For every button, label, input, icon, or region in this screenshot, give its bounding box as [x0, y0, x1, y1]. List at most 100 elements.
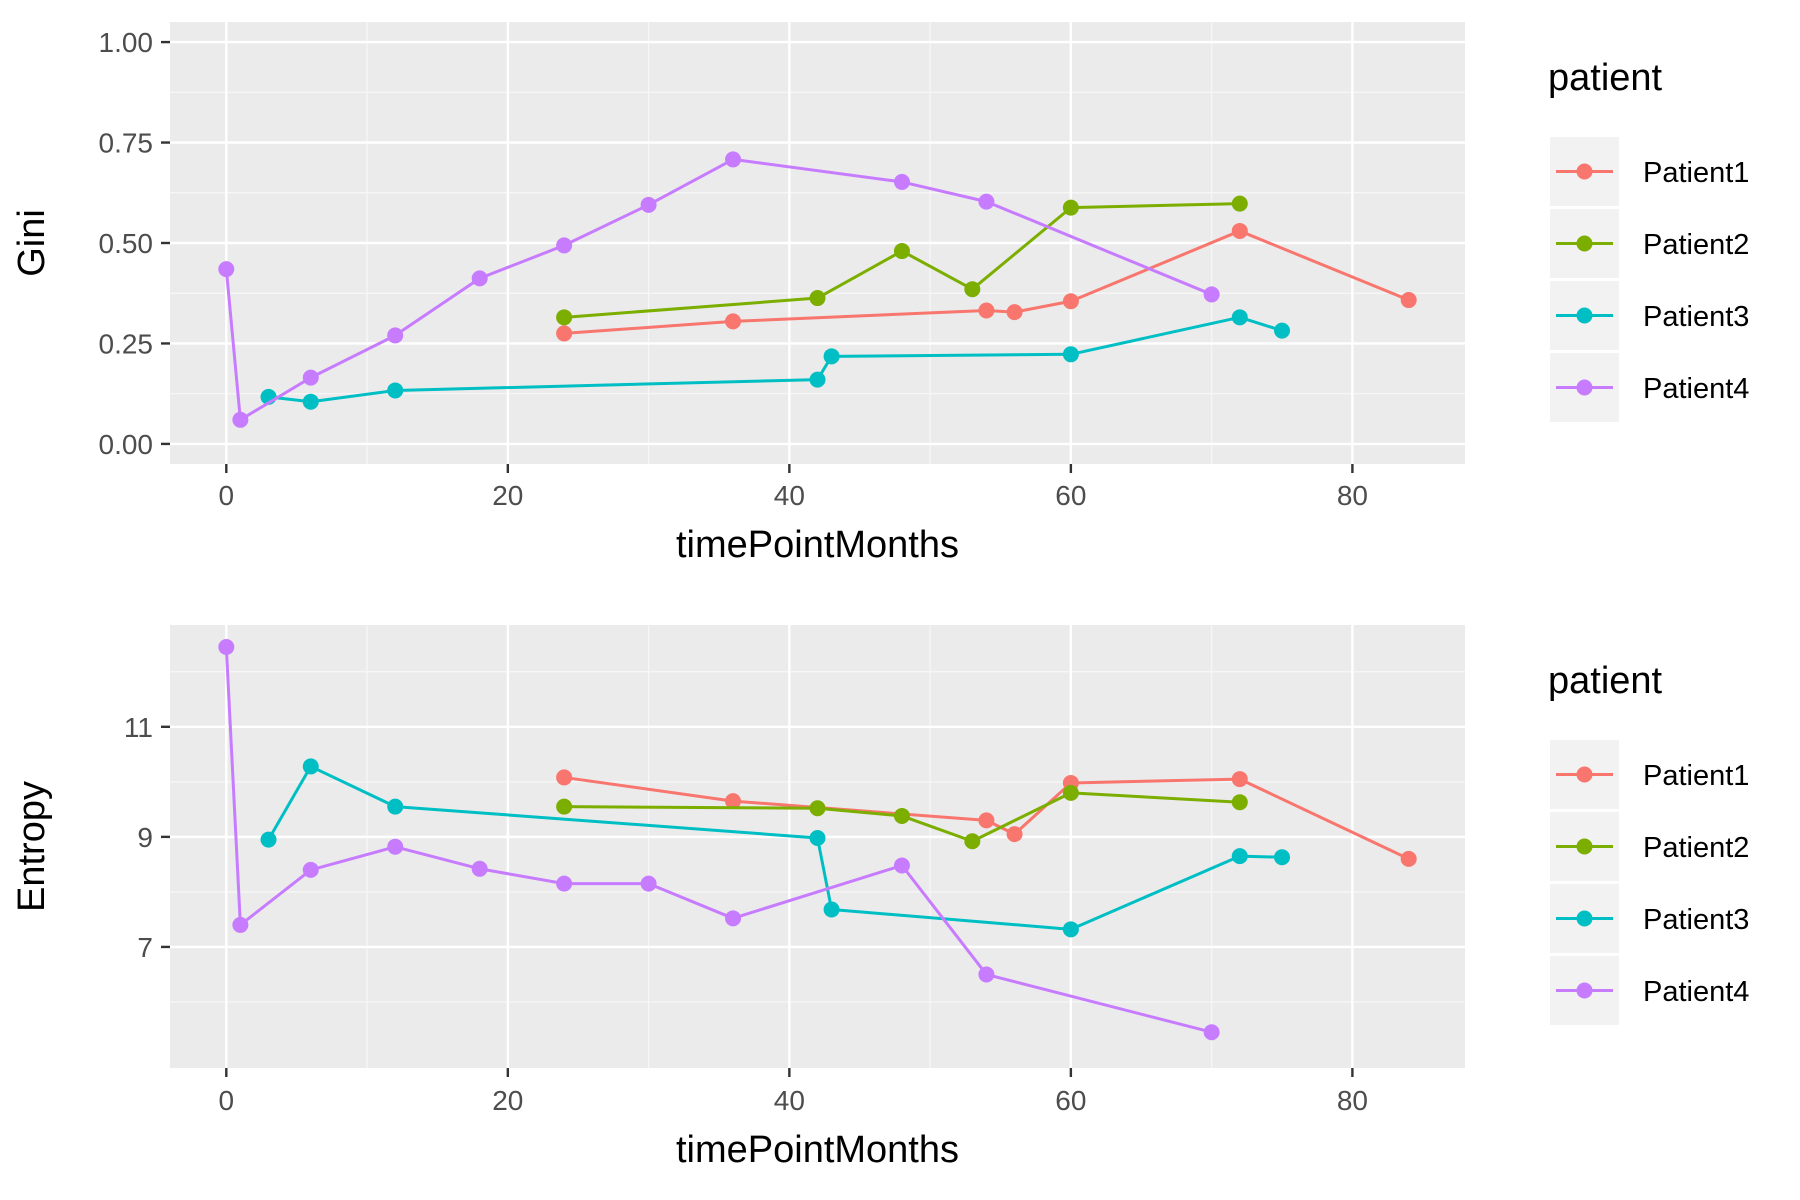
data-point	[1400, 292, 1417, 309]
data-point	[809, 829, 826, 846]
x-tick-label: 40	[774, 480, 805, 511]
legend-key-point	[1576, 163, 1593, 180]
data-point	[978, 812, 995, 829]
legend-title: patient	[1548, 660, 1663, 702]
data-point	[893, 857, 910, 874]
series-patient2	[556, 784, 1248, 850]
series-patient1	[556, 769, 1417, 867]
y-tick-label: 0.75	[99, 128, 154, 159]
legend-key-point	[1576, 910, 1593, 927]
data-point	[556, 309, 573, 326]
legend-item-patient1: Patient1	[1550, 740, 1749, 809]
data-point	[1062, 293, 1079, 310]
y-axis-title: Gini	[11, 209, 53, 277]
legend: patient Patient1 Patient2 Patient3 Patient4	[1548, 660, 1749, 1025]
data-point	[302, 393, 319, 410]
x-tick-label: 20	[492, 1085, 523, 1116]
data-point	[640, 196, 657, 213]
data-point	[260, 831, 277, 848]
legend-label: Patient4	[1643, 976, 1749, 1008]
legend-item-patient2: Patient2	[1550, 209, 1749, 278]
data-point	[232, 411, 249, 428]
series-patient3	[260, 758, 1291, 938]
y-tick-label: 11	[124, 712, 153, 743]
data-point	[893, 173, 910, 190]
data-point	[1231, 771, 1248, 788]
data-point	[1231, 794, 1248, 811]
legend-label: Patient3	[1643, 904, 1749, 936]
legend-item-patient2: Patient2	[1550, 812, 1749, 881]
data-point	[1203, 286, 1220, 303]
series-line	[267, 764, 1283, 931]
data-point	[725, 910, 742, 927]
series-patient4	[218, 151, 1220, 428]
data-point	[387, 838, 404, 855]
data-point	[218, 639, 235, 656]
data-point	[823, 901, 840, 918]
data-point	[809, 800, 826, 817]
series-patient2	[556, 195, 1248, 326]
series-line	[564, 202, 1240, 319]
x-tick-label: 0	[219, 1085, 235, 1116]
data-point	[978, 966, 995, 983]
data-point	[1274, 849, 1291, 866]
data-point	[1062, 346, 1079, 363]
legend-label: Patient1	[1643, 157, 1749, 189]
data-point	[387, 798, 404, 815]
data-point	[218, 261, 235, 278]
data-point	[823, 348, 840, 365]
legend: patient Patient1 Patient2 Patient3 Patient4	[1548, 57, 1749, 422]
data-point	[1231, 309, 1248, 326]
x-axis-title: timePointMonths	[676, 1129, 959, 1171]
legend-item-patient4: Patient4	[1550, 956, 1749, 1025]
data-point	[1006, 826, 1023, 843]
data-point	[302, 369, 319, 386]
data-point	[1006, 304, 1023, 321]
y-tick-label: 7	[137, 932, 153, 963]
legend-item-patient4: Patient4	[1550, 353, 1749, 422]
entropy-chart: 0 20 40 60 80 7 9 11 timePointMonths Entropy patie…	[11, 625, 1749, 1171]
data-point	[964, 833, 981, 850]
data-point	[725, 151, 742, 168]
data-point	[725, 313, 742, 330]
x-tick-label: 20	[492, 480, 523, 511]
x-tick-label: 60	[1055, 1085, 1086, 1116]
data-point	[978, 302, 995, 319]
legend-key-point	[1576, 307, 1593, 324]
x-axis-title: timePointMonths	[676, 524, 959, 566]
legend-label: Patient3	[1643, 301, 1749, 333]
series-patient4	[218, 639, 1220, 1041]
legend-key-point	[1576, 982, 1593, 999]
data-point	[1274, 322, 1291, 339]
series-patient3	[260, 309, 1291, 410]
data-point	[556, 237, 573, 254]
data-point	[1231, 848, 1248, 865]
legend-label: Patient1	[1643, 760, 1749, 792]
series-line	[268, 315, 1283, 404]
data-point	[1203, 1024, 1220, 1041]
data-point	[964, 281, 981, 298]
x-tick-label: 80	[1337, 480, 1368, 511]
data-point	[725, 793, 742, 810]
data-point	[640, 875, 657, 892]
legend-key-point	[1576, 766, 1593, 783]
x-tick-label: 80	[1337, 1085, 1368, 1116]
y-axis-title: Entropy	[11, 781, 53, 912]
data-point	[556, 798, 573, 815]
data-point	[809, 371, 826, 388]
legend-key-point	[1576, 838, 1593, 855]
y-tick-label: 9	[137, 822, 153, 853]
plot-panel	[170, 625, 1465, 1068]
data-point	[809, 290, 826, 307]
data-point	[556, 325, 573, 342]
legend-label: Patient4	[1643, 373, 1749, 405]
series-line	[564, 791, 1240, 843]
series-patient1	[556, 222, 1417, 342]
data-point	[1062, 784, 1079, 801]
legend-item-patient3: Patient3	[1550, 884, 1749, 953]
data-point	[1231, 195, 1248, 212]
legend-label: Patient2	[1643, 832, 1749, 864]
data-point	[387, 327, 404, 344]
data-point	[302, 861, 319, 878]
